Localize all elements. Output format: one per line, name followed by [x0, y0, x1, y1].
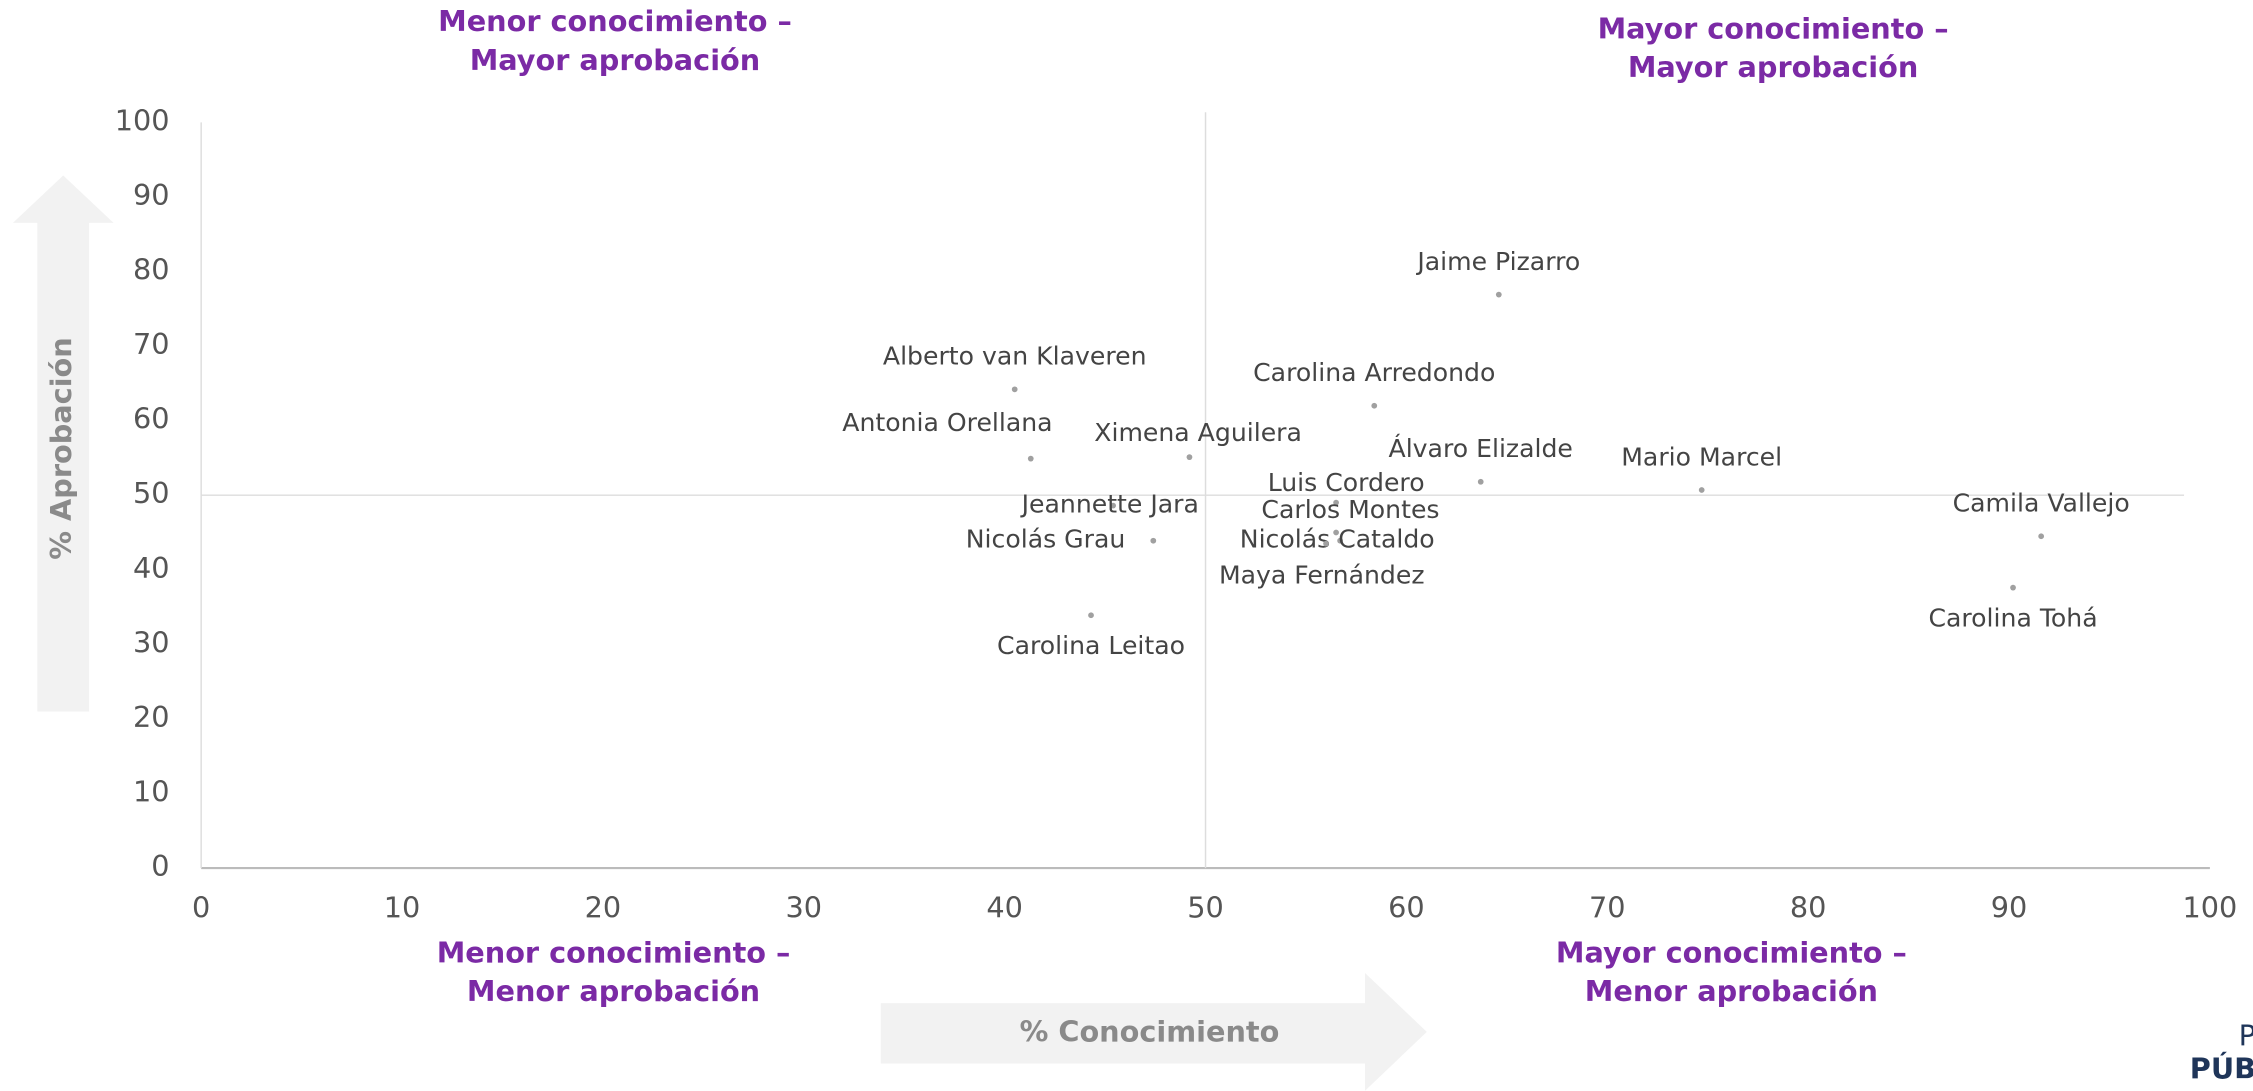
x-tick-label: 90: [1991, 891, 2028, 925]
point: [1088, 612, 1094, 619]
point-label: Carolina Leitao: [997, 631, 1185, 660]
x-tick-label: 70: [1589, 891, 1626, 925]
x-arrow: [880, 972, 1427, 1091]
point-label: Álvaro Elizalde: [1389, 434, 1573, 463]
y-tick-label: 20: [133, 700, 170, 734]
point-label: Carlos Montes: [1261, 495, 1439, 524]
y-tick-label: 0: [151, 849, 169, 883]
point-label: Maya Fernández: [1219, 561, 1425, 590]
quadrant-label: Menor conocimiento –: [438, 4, 792, 38]
quadrant-label: Mayor conocimiento –: [1556, 935, 1907, 969]
point-label: Alberto van Klaveren: [883, 342, 1147, 371]
x-tick-label: 60: [1388, 891, 1425, 925]
x-tick-label: 0: [192, 891, 210, 925]
y-tick-label: 80: [133, 252, 170, 286]
quadrant-label: Menor conocimiento –: [437, 935, 791, 969]
x-tick-label: 30: [786, 891, 823, 925]
point-label: Ximena Aguilera: [1094, 418, 1302, 447]
point-label: Carolina Tohá: [1928, 603, 2097, 632]
y-tick-label: 60: [133, 402, 170, 436]
point-label: Jeannette Jara: [1020, 490, 1199, 519]
point: [1495, 291, 1502, 298]
point: [1333, 529, 1339, 536]
point: [2010, 584, 2016, 591]
x-tick-label: 100: [2182, 891, 2237, 925]
point-label: Nicolás Grau: [966, 525, 1126, 554]
point-label: Camila Vallejo: [1953, 489, 2130, 518]
x-tick-label: 80: [1790, 891, 1827, 925]
y-tick-label: 50: [133, 476, 170, 510]
x-tick-label: 20: [585, 891, 622, 925]
point-label: Nicolás Cataldo: [1240, 525, 1435, 554]
point-label: Antonia Orellana: [842, 408, 1052, 437]
x-tick-label: 50: [1187, 891, 1224, 925]
point-label: Mario Marcel: [1621, 442, 1782, 471]
y-tick-label: 70: [133, 327, 170, 361]
point: [1333, 499, 1339, 506]
point-label: Jaime Pizarro: [1415, 247, 1580, 276]
point: [1011, 386, 1018, 393]
y-axis-title: % Aprobación: [44, 337, 78, 559]
y-arrow: [12, 175, 114, 712]
point: [2038, 533, 2045, 540]
y-tick-label: 40: [133, 551, 170, 585]
quadrant-label: Menor aprobación: [1585, 974, 1878, 1008]
point: [1027, 455, 1034, 462]
quadrant-label: Mayor aprobación: [1628, 50, 1919, 84]
logo: P: [2239, 1019, 2253, 1053]
point: [1110, 502, 1116, 509]
point-label: Luis Cordero: [1268, 468, 1425, 497]
y-tick-label: 10: [133, 775, 170, 809]
point: [1337, 537, 1343, 544]
point: [1698, 487, 1705, 493]
logo: PÚB: [2190, 1052, 2253, 1086]
point-label: Carolina Arredondo: [1253, 358, 1495, 387]
quadrant-label: Menor aprobación: [467, 974, 760, 1008]
x-tick-label: 40: [986, 891, 1023, 925]
quadrant-label: Mayor aprobación: [470, 43, 761, 77]
point: [1371, 402, 1378, 409]
y-tick-label: 90: [133, 178, 170, 212]
point: [1186, 454, 1193, 461]
y-tick-label: 100: [115, 103, 170, 137]
x-axis-title: % Conocimiento: [1020, 1014, 1280, 1048]
point: [1477, 478, 1484, 485]
y-tick-label: 30: [133, 625, 170, 659]
point: [1150, 537, 1157, 544]
x-tick-label: 10: [384, 891, 421, 925]
quadrant-label: Mayor conocimiento –: [1598, 11, 1949, 45]
point: [1323, 540, 1329, 547]
